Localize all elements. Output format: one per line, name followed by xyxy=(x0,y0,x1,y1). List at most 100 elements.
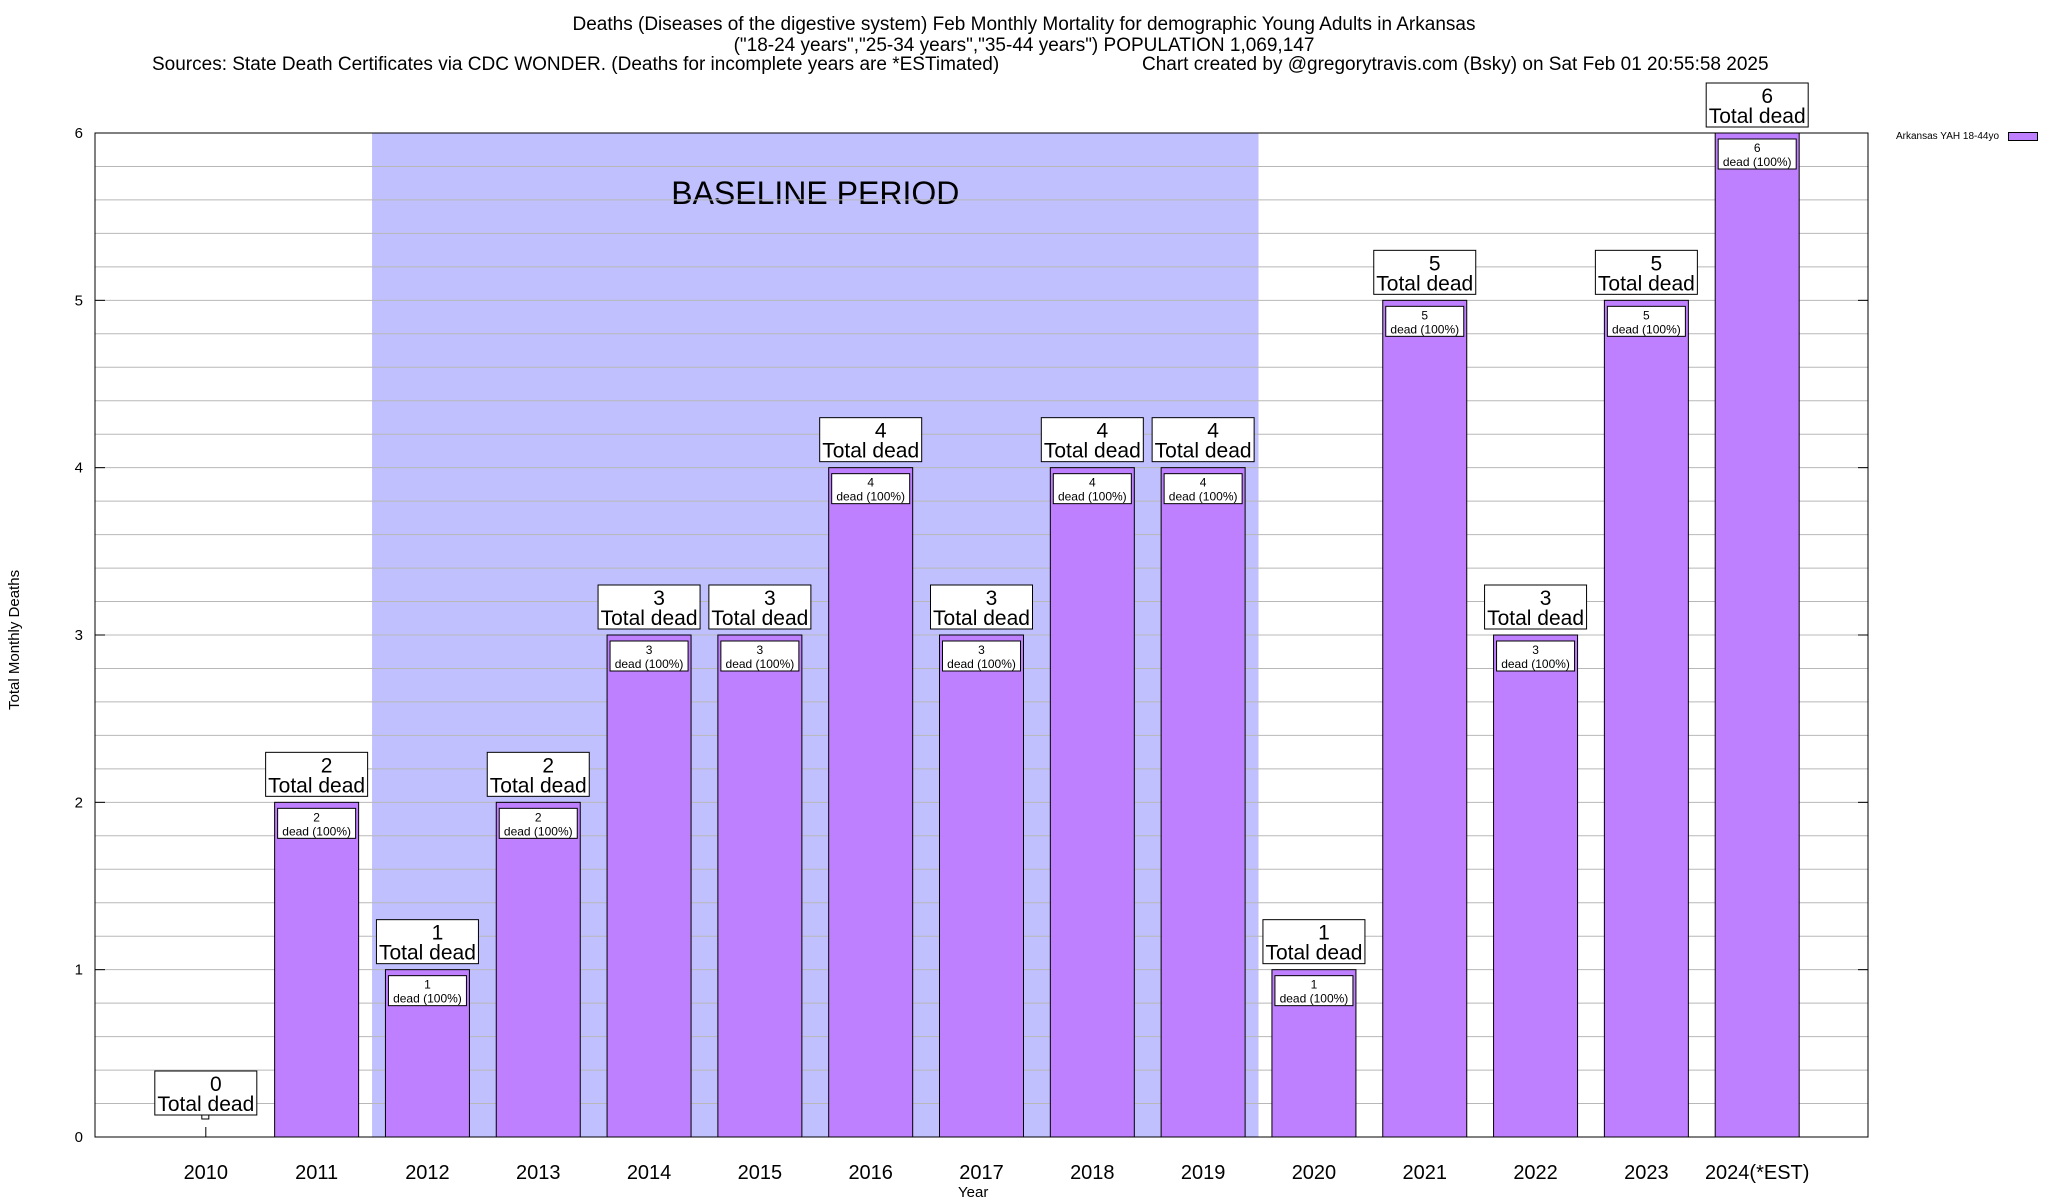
total-label-value: 4 xyxy=(875,420,887,443)
x-tick-label: 2023 xyxy=(1624,1162,1669,1184)
y-tick-label: 2 xyxy=(75,794,83,811)
bar-inner-label: dead (100%) xyxy=(726,657,795,671)
total-label-value: 4 xyxy=(1096,420,1108,443)
total-label-box xyxy=(1484,584,1588,630)
chart-credit: Chart created by @gregorytravis.com (Bsk… xyxy=(1142,54,1769,75)
bar-inner-label-box xyxy=(609,640,689,672)
bar-zero-marker xyxy=(201,1111,210,1120)
bar-inner-value: 2 xyxy=(535,810,542,824)
bar xyxy=(1160,467,1246,1138)
bar xyxy=(606,634,692,1138)
total-label-text: Total dead xyxy=(490,774,587,797)
total-label-box xyxy=(486,751,590,797)
x-tick-label: 2013 xyxy=(516,1162,561,1184)
bar-inner-value: 2 xyxy=(313,810,320,824)
x-axis-label: Year xyxy=(958,1184,989,1201)
bar xyxy=(274,801,360,1138)
bar-inner-label: dead (100%) xyxy=(1501,657,1570,671)
bar-inner-label-box xyxy=(831,473,911,505)
total-label-box xyxy=(154,1070,258,1116)
y-tick-label: 4 xyxy=(75,460,83,477)
bar-inner-label-box xyxy=(1496,640,1576,672)
bar-inner-value: 4 xyxy=(867,476,874,490)
bar-inner-value: 5 xyxy=(1421,308,1428,322)
bar-inner-value: 3 xyxy=(646,643,653,657)
total-label-text: Total dead xyxy=(1155,440,1252,463)
bar xyxy=(1493,634,1579,1138)
total-label-box xyxy=(930,584,1033,630)
plot-border xyxy=(94,132,1869,1138)
x-tick-label: 2022 xyxy=(1513,1162,1558,1184)
total-label-text: Total dead xyxy=(379,942,476,965)
y-axis-label: Total Monthly Deaths xyxy=(6,569,23,710)
total-label-value: 3 xyxy=(653,587,665,610)
total-label-value: 0 xyxy=(210,1073,222,1096)
legend-swatch xyxy=(2007,131,2038,141)
total-label-value: 2 xyxy=(321,754,333,777)
bar-inner-label: dead (100%) xyxy=(393,992,462,1006)
bar-inner-value: 1 xyxy=(424,978,431,992)
bar-inner-value: 6 xyxy=(1754,141,1761,155)
x-tick-label: 2021 xyxy=(1403,1162,1448,1184)
x-tick-label: 2016 xyxy=(848,1162,893,1184)
total-label-text: Total dead xyxy=(268,774,365,797)
total-label-value: 2 xyxy=(542,754,554,777)
total-label-value: 4 xyxy=(1207,420,1219,443)
total-label-value: 1 xyxy=(1318,922,1330,945)
total-label-text: Total dead xyxy=(1598,272,1695,295)
total-label-text: Total dead xyxy=(1487,607,1584,630)
total-label-box xyxy=(1705,82,1809,128)
x-tick-label: 2010 xyxy=(184,1162,229,1184)
total-label-value: 5 xyxy=(1651,252,1663,275)
bar xyxy=(1049,467,1135,1138)
bar-inner-label: dead (100%) xyxy=(836,490,905,504)
bar-inner-value: 4 xyxy=(1089,476,1096,490)
bar-inner-label-box xyxy=(1385,305,1465,337)
bar xyxy=(1603,299,1689,1138)
bar-inner-label-box xyxy=(1274,975,1354,1007)
legend-entry-label: Arkansas YAH 18-44yo xyxy=(1896,131,2000,142)
total-label-value: 1 xyxy=(432,922,444,945)
total-label-value: 3 xyxy=(764,587,776,610)
y-tick-label: 6 xyxy=(75,125,83,142)
x-tick-label: 2024(*EST) xyxy=(1705,1162,1810,1184)
y-tick-label: 5 xyxy=(75,292,83,309)
bar xyxy=(1271,969,1357,1138)
bar-inner-label-box xyxy=(1163,473,1243,505)
legend: Arkansas YAH 18-44yo xyxy=(1896,131,2038,142)
bar-inner-label: dead (100%) xyxy=(1169,490,1238,504)
bar-inner-label-box xyxy=(1052,473,1132,505)
total-label-box xyxy=(1594,249,1698,295)
bar-inner-label-box xyxy=(1717,138,1797,170)
x-tick-label: 2012 xyxy=(405,1162,450,1184)
x-tick-label: 2020 xyxy=(1292,1162,1337,1184)
x-tick-label: 2019 xyxy=(1181,1162,1226,1184)
baseline-region xyxy=(372,133,1259,1137)
total-label-text: Total dead xyxy=(1044,440,1141,463)
total-label-value: 5 xyxy=(1429,252,1441,275)
chart-subtitle: ("18-24 years","25-34 years","35-44 year… xyxy=(733,35,1315,56)
total-label-box xyxy=(375,919,479,965)
y-tick-label: 0 xyxy=(75,1129,83,1146)
x-tick-label: 2011 xyxy=(295,1162,338,1184)
bar-inner-label-box xyxy=(1606,305,1686,337)
y-tick-label: 1 xyxy=(75,962,83,979)
bar-inner-value: 4 xyxy=(1200,476,1207,490)
total-label-text: Total dead xyxy=(1709,105,1806,128)
bar xyxy=(384,969,470,1138)
total-label-box xyxy=(708,584,812,630)
bar-inner-label-box xyxy=(942,640,1021,672)
bar-inner-label-box xyxy=(720,640,800,672)
bar-inner-value: 1 xyxy=(1311,978,1318,992)
total-label-text: Total dead xyxy=(601,607,698,630)
bar xyxy=(495,801,581,1138)
bar-inner-label: dead (100%) xyxy=(1280,992,1349,1006)
bar-inner-value: 5 xyxy=(1643,308,1650,322)
total-label-value: 6 xyxy=(1761,85,1773,108)
bar-inner-label: dead (100%) xyxy=(1723,155,1792,169)
total-label-text: Total dead xyxy=(157,1093,254,1116)
bar-inner-value: 3 xyxy=(978,643,985,657)
total-label-box xyxy=(1151,417,1255,463)
total-label-text: Total dead xyxy=(822,440,919,463)
bar-inner-label: dead (100%) xyxy=(282,824,351,838)
